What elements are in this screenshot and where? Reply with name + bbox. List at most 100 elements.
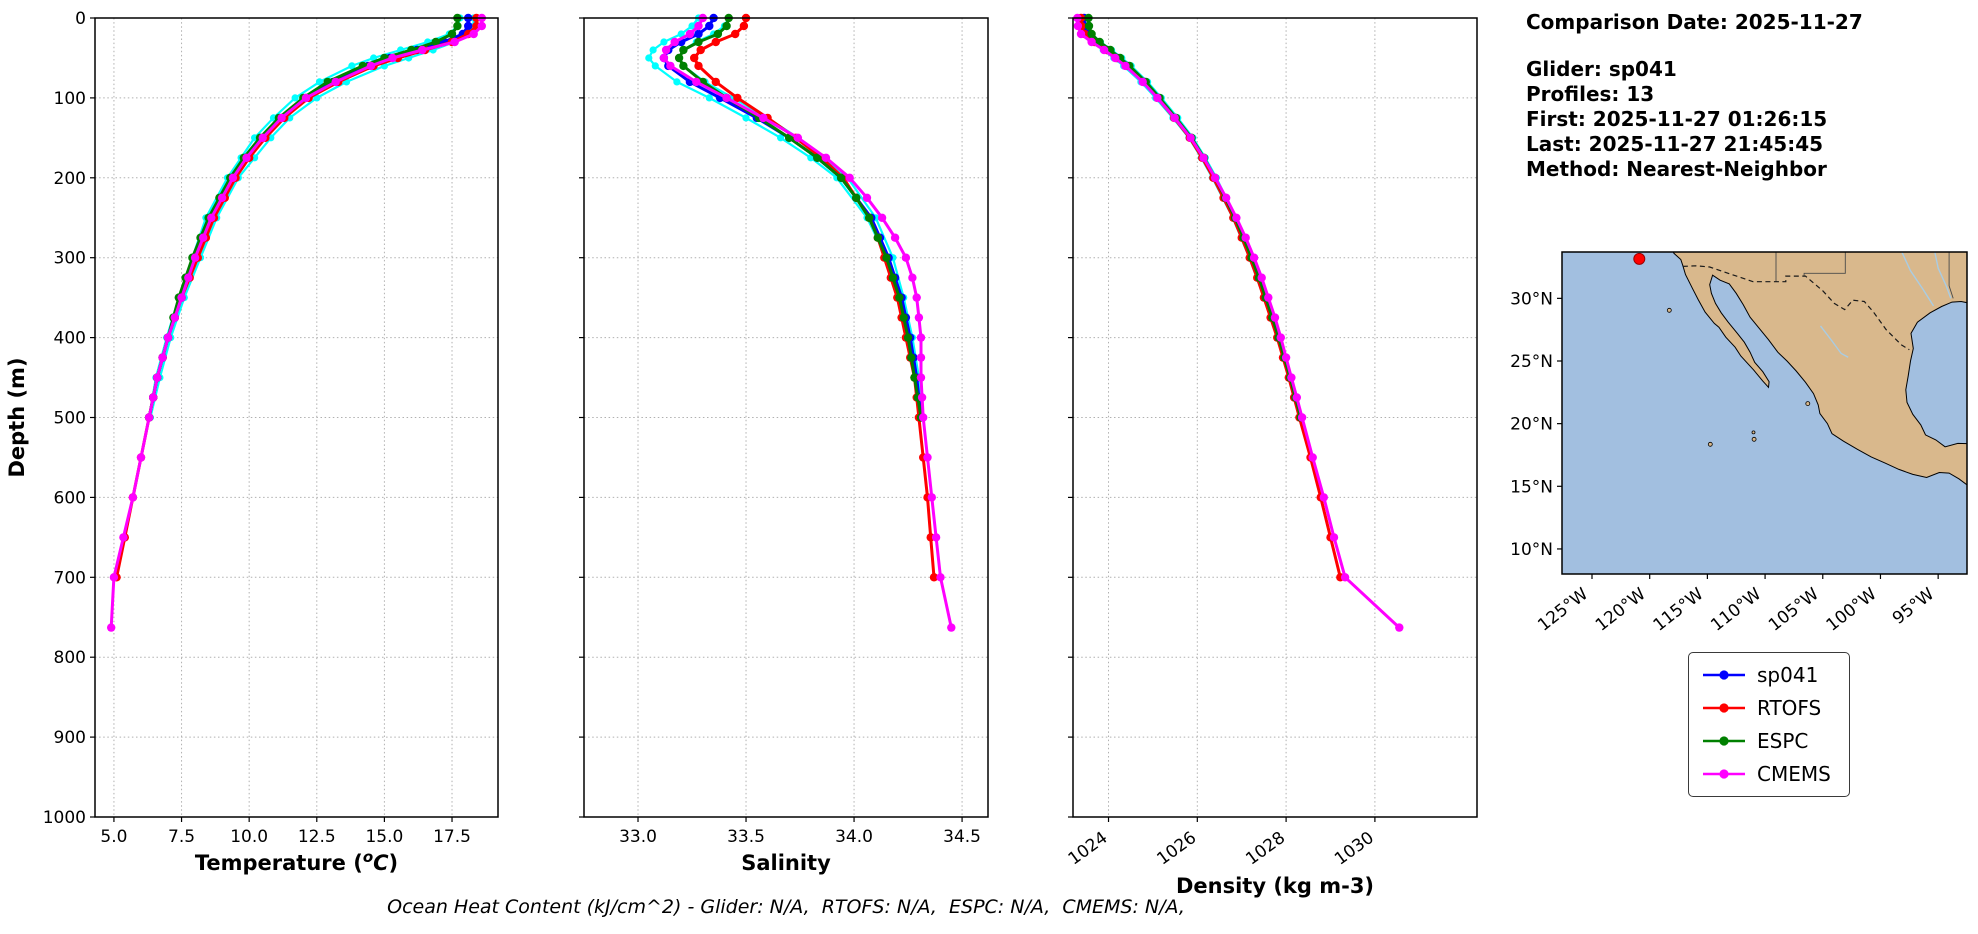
map-lat-tick-label: 15°N xyxy=(1510,477,1553,497)
series-marker-ESPC xyxy=(836,173,846,182)
map-lat-tick-label: 25°N xyxy=(1510,352,1553,372)
series-marker-ESPC xyxy=(899,313,908,322)
series-marker-CMEMS xyxy=(1281,353,1291,362)
series-marker-CMEMS xyxy=(901,253,911,262)
series-marker-CMEMS xyxy=(128,493,138,502)
series-marker-CMEMS xyxy=(1121,61,1130,71)
legend-line-marker-icon xyxy=(1703,736,1745,746)
series-marker-CMEMS xyxy=(1186,133,1195,142)
map-lon-tick-label: 100°W xyxy=(1823,584,1881,635)
series-marker-ESPC xyxy=(903,333,913,342)
series-marker-ESPC xyxy=(1087,29,1096,39)
series-marker-CMEMS xyxy=(821,153,831,162)
x-tick-label: 1030 xyxy=(1331,828,1378,870)
series-marker-CMEMS xyxy=(759,113,768,123)
y-tick-label: 100 xyxy=(54,89,86,109)
series-marker-ESPC xyxy=(453,21,462,31)
series-marker-CMEMS xyxy=(919,413,928,422)
map-island xyxy=(1751,430,1756,435)
legend-label: RTOFS xyxy=(1757,696,1822,720)
series-marker-CMEMS xyxy=(170,313,179,322)
series-marker-CMEMS xyxy=(158,353,167,362)
legend-line-marker-icon xyxy=(1703,670,1745,680)
series-marker-CMEMS xyxy=(1319,493,1329,502)
series-marker-CMEMS xyxy=(418,45,427,55)
plot-frame xyxy=(583,17,989,818)
temperature-profile-plot: 5.0 7.5 10.0 12.5 15.0 17.5 0 100 200 300 400 500 60… xyxy=(43,9,499,875)
series-marker-CMEMS xyxy=(277,113,286,123)
series-line-sp041 xyxy=(1082,17,1302,418)
series-marker-glider-profiles-a xyxy=(651,62,659,70)
legend-label: CMEMS xyxy=(1757,762,1831,786)
x-tick-label: 1028 xyxy=(1242,828,1289,870)
x-axis-label: Density (kg m-3) xyxy=(1176,874,1374,898)
map-lon-tick-label: 115°W xyxy=(1650,584,1708,635)
series-marker-sp041 xyxy=(694,29,703,39)
x-tick-label: 5.0 xyxy=(100,827,127,847)
glider-name: Glider: sp041 xyxy=(1526,57,1677,81)
series-marker-ESPC xyxy=(882,253,891,262)
series-marker-CMEMS xyxy=(670,37,679,47)
map-island xyxy=(1751,436,1757,442)
series-marker-RTOFS xyxy=(929,573,939,582)
series-marker-CMEMS xyxy=(1073,21,1083,31)
series-marker-glider-profiles-a xyxy=(673,78,681,86)
series-marker-CMEMS xyxy=(1153,93,1162,103)
series-marker-CMEMS xyxy=(119,533,128,542)
series-marker-CMEMS xyxy=(1111,53,1120,63)
series-marker-CMEMS xyxy=(1308,453,1317,462)
series-marker-glider-profiles-a xyxy=(677,30,685,38)
legend: sp041 RTOFS ESPC CMEMS xyxy=(1688,652,1850,797)
x-tick-label: 33.5 xyxy=(727,827,765,847)
series-marker-CMEMS xyxy=(207,213,216,222)
series-marker-CMEMS xyxy=(793,133,803,142)
y-tick-label: 0 xyxy=(75,9,86,29)
series-marker-CMEMS xyxy=(923,453,932,462)
series-marker-CMEMS xyxy=(1087,37,1096,47)
series-marker-CMEMS xyxy=(666,61,675,71)
x-tick-label: 12.5 xyxy=(298,827,336,847)
series-marker-CMEMS xyxy=(144,413,154,422)
series-marker-CMEMS xyxy=(914,313,924,322)
series-marker-RTOFS xyxy=(694,61,703,71)
series-marker-CMEMS xyxy=(153,373,162,382)
series-marker-CMEMS xyxy=(190,253,200,262)
series-marker-CMEMS xyxy=(722,93,731,103)
series-marker-CMEMS xyxy=(1222,193,1231,202)
series-marker-CMEMS xyxy=(936,573,945,582)
series-marker-CMEMS xyxy=(917,393,927,402)
x-tick-label: 1026 xyxy=(1153,828,1200,870)
series-line-ESPC xyxy=(147,18,459,418)
map-country-border-dashed xyxy=(1682,265,1910,351)
series-marker-ESPC xyxy=(865,213,874,222)
series-marker-RTOFS xyxy=(711,77,720,87)
series-marker-CMEMS xyxy=(1264,293,1273,302)
series-marker-glider-profiles-a xyxy=(742,114,750,122)
series-marker-ESPC xyxy=(674,53,684,63)
series-marker-glider-profiles-a xyxy=(315,78,324,86)
series-marker-CMEMS xyxy=(136,453,146,462)
series-marker-CMEMS xyxy=(916,373,926,382)
series-marker-CMEMS xyxy=(1395,623,1404,632)
series-marker-CMEMS xyxy=(916,333,926,342)
series-line-ESPC xyxy=(1087,17,1303,418)
series-line-CMEMS xyxy=(109,18,484,628)
x-tick-label: 34.0 xyxy=(835,827,873,847)
series-marker-CMEMS xyxy=(450,37,459,47)
series-line-RTOFS xyxy=(1079,17,1342,578)
series-marker-RTOFS xyxy=(696,45,705,55)
map-island xyxy=(1707,441,1713,447)
series-marker-ESPC xyxy=(852,193,861,202)
ocean-heat-content-note: Ocean Heat Content (kJ/cm^2) - Glider: N… xyxy=(387,896,1185,918)
series-marker-glider-profiles-a xyxy=(705,94,713,102)
series-line-glider-profiles-a xyxy=(1078,17,1301,418)
profiles-count: Profiles: 13 xyxy=(1526,82,1655,106)
series-marker-ESPC xyxy=(895,293,904,302)
x-tick-label: 33.0 xyxy=(619,827,657,847)
legend-item-ESPC: ESPC xyxy=(1701,729,1831,753)
x-tick-label: 15.0 xyxy=(365,827,403,847)
series-marker-ESPC xyxy=(907,353,916,362)
series-line-CMEMS xyxy=(1075,17,1401,629)
y-tick-label: 300 xyxy=(54,249,86,269)
series-marker-glider-profiles-a xyxy=(348,62,356,70)
